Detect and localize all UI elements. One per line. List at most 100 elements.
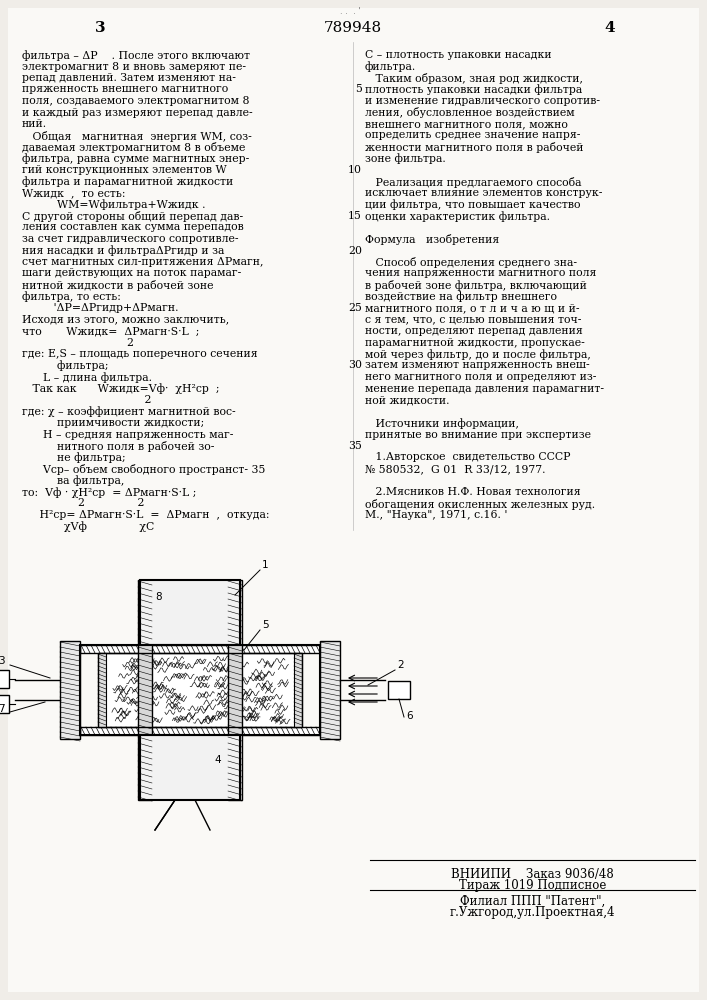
Bar	[228, 580, 242, 800]
Bar	[80, 727, 320, 735]
Bar	[80, 645, 320, 735]
Text: 20: 20	[348, 245, 362, 255]
Text: C – плотность упаковки насадки: C – плотность упаковки насадки	[365, 50, 551, 60]
Text: и изменение гидравлического сопротив-: и изменение гидравлического сопротив-	[365, 96, 600, 106]
Text: 2: 2	[397, 660, 404, 670]
Text: L – длина фильтра.: L – длина фильтра.	[22, 372, 152, 383]
Text: 789948: 789948	[324, 21, 382, 35]
Text: магнитного поля, о т л и ч а ю щ и й-: магнитного поля, о т л и ч а ю щ и й-	[365, 303, 580, 313]
Bar	[294, 653, 302, 727]
Text: гий конструкционных элементов W: гий конструкционных элементов W	[22, 165, 227, 175]
Text: Источники информации,: Источники информации,	[365, 418, 519, 429]
Text: в рабочей зоне фильтра, включающий: в рабочей зоне фильтра, включающий	[365, 280, 587, 291]
Text: фильтра, равна сумме магнитных энер-: фильтра, равна сумме магнитных энер-	[22, 153, 250, 164]
Text: фильтра и парамагнитной жидкости: фильтра и парамагнитной жидкости	[22, 176, 233, 187]
Text: поля, создаваемого электромагнитом 8: поля, создаваемого электромагнитом 8	[22, 96, 250, 106]
Text: менение перепада давления парамагнит-: менение перепада давления парамагнит-	[365, 383, 604, 393]
Text: приимчивости жидкости;: приимчивости жидкости;	[22, 418, 204, 428]
Text: за счет гидравлического сопротивле-: за счет гидравлического сопротивле-	[22, 234, 238, 244]
Text: 3: 3	[0, 656, 5, 666]
Text: не фильтра;: не фильтра;	[22, 452, 126, 463]
Text: и каждый раз измеряют перепад давле-: и каждый раз измеряют перепад давле-	[22, 107, 252, 117]
Text: Vср– объем свободного пространст- 35: Vср– объем свободного пространст- 35	[22, 464, 265, 475]
Text: 3: 3	[95, 21, 105, 35]
Bar	[140, 580, 240, 645]
Text: ВНИИПИ    Заказ 9036/48: ВНИИПИ Заказ 9036/48	[451, 868, 614, 881]
Text: 6: 6	[406, 711, 413, 721]
Text: 15: 15	[348, 211, 362, 221]
Text: Филиал ППП "Патент",: Филиал ППП "Патент",	[460, 895, 605, 908]
Text: него магнитного поля и определяют из-: него магнитного поля и определяют из-	[365, 372, 597, 382]
Text: 30: 30	[348, 360, 362, 370]
Text: электромагнит 8 и вновь замеряют пе-: электромагнит 8 и вновь замеряют пе-	[22, 62, 246, 72]
Text: счет магнитных сил-притяжения ΔPмагн,: счет магнитных сил-притяжения ΔPмагн,	[22, 257, 264, 267]
Text: Способ определения среднего зна-: Способ определения среднего зна-	[365, 257, 577, 268]
Text: ва фильтра,: ва фильтра,	[22, 476, 124, 486]
Text: H²ср= ΔPмагн·S·L  =  ΔPмагн  ,  откуда:: H²ср= ΔPмагн·S·L = ΔPмагн , откуда:	[22, 510, 269, 520]
Text: фильтра – ΔP    . После этого включают: фильтра – ΔP . После этого включают	[22, 50, 250, 61]
Text: мой через фильтр, до и после фильтра,: мой через фильтр, до и после фильтра,	[365, 349, 591, 360]
Text: пряженность внешнего магнитного: пряженность внешнего магнитного	[22, 85, 228, 95]
Text: 5: 5	[355, 85, 362, 95]
Bar	[60, 641, 80, 739]
Text: то:  Vф · χH²ср  = ΔPмагн·S·L ;: то: Vф · χH²ср = ΔPмагн·S·L ;	[22, 487, 197, 498]
Text: χVф               χC: χVф χC	[22, 522, 154, 532]
Text: оценки характеристик фильтра.: оценки характеристик фильтра.	[365, 211, 550, 222]
Text: ной жидкости.: ной жидкости.	[365, 395, 450, 405]
Text: ний.: ний.	[22, 119, 47, 129]
Text: 5: 5	[262, 620, 269, 630]
Text: репад давлений. Затем изменяют на-: репад давлений. Затем изменяют на-	[22, 73, 236, 83]
Bar	[388, 681, 410, 699]
Text: где: E,S – площадь поперечного сечения: где: E,S – площадь поперечного сечения	[22, 349, 257, 359]
Text: 2: 2	[22, 395, 151, 405]
Text: зоне фильтра.: зоне фильтра.	[365, 153, 445, 164]
Text: 8: 8	[155, 592, 162, 602]
Text: 2: 2	[22, 338, 134, 348]
Text: обогащения окисленных железных руд.: обогащения окисленных железных руд.	[365, 498, 595, 510]
Bar	[140, 735, 240, 800]
Text: даваемая электромагнитом 8 в объеме: даваемая электромагнитом 8 в объеме	[22, 142, 245, 153]
Text: чения напряженности магнитного поля: чения напряженности магнитного поля	[365, 268, 597, 278]
Text: исключает влияние элементов конструк-: исключает влияние элементов конструк-	[365, 188, 602, 198]
Text: 7: 7	[0, 704, 5, 714]
Text: H – средняя напряженность маг-: H – средняя напряженность маг-	[22, 430, 233, 440]
Bar	[98, 653, 106, 727]
Text: 1: 1	[262, 560, 269, 570]
Text: 25: 25	[348, 303, 362, 313]
Bar	[80, 645, 320, 653]
Text: что       Wжидк=  ΔPмагн·S·L  ;: что Wжидк= ΔPмагн·S·L ;	[22, 326, 199, 336]
Bar	[98, 653, 302, 727]
Text: 1.Авторское  свидетельство СССР: 1.Авторское свидетельство СССР	[365, 452, 571, 462]
Text: шаги действующих на поток парамаг-: шаги действующих на поток парамаг-	[22, 268, 241, 278]
Bar	[98, 653, 302, 727]
Text: Исходя из этого, можно заключить,: Исходя из этого, можно заключить,	[22, 314, 229, 324]
Text: С другой стороны общий перепад дав-: С другой стороны общий перепад дав-	[22, 211, 243, 222]
Text: Тираж 1019 Подписное: Тираж 1019 Подписное	[459, 879, 606, 892]
Text: Так как      Wжидк=Vф·  χH²ср  ;: Так как Wжидк=Vф· χH²ср ;	[22, 383, 219, 394]
Text: плотность упаковки насадки фильтра: плотность упаковки насадки фильтра	[365, 85, 583, 95]
Bar	[0, 695, 9, 713]
Text: фильтра.: фильтра.	[365, 62, 416, 72]
Text: внешнего магнитного поля, можно: внешнего магнитного поля, можно	[365, 119, 568, 129]
Text: ления составлен как сумма перепадов: ления составлен как сумма перепадов	[22, 223, 244, 232]
Text: с я тем, что, с целью повышения точ-: с я тем, что, с целью повышения точ-	[365, 314, 581, 324]
Text: 2.Мясников Н.Ф. Новая технология: 2.Мясников Н.Ф. Новая технология	[365, 487, 580, 497]
Text: 'ΔP=ΔPгидр+ΔPмагн.: 'ΔP=ΔPгидр+ΔPмагн.	[22, 303, 178, 313]
Bar	[0, 670, 9, 688]
Text: Таким образом, зная род жидкости,: Таким образом, зная род жидкости,	[365, 73, 583, 84]
Text: затем изменяют напряженность внеш-: затем изменяют напряженность внеш-	[365, 360, 590, 370]
Bar	[138, 580, 152, 800]
Text: 4: 4	[604, 21, 615, 35]
Text: 35: 35	[348, 441, 362, 451]
Text: 4: 4	[214, 755, 221, 765]
Text: М., "Наука", 1971, с.16. ': М., "Наука", 1971, с.16. '	[365, 510, 508, 520]
Text: г.Ужгород,ул.Проектная,4: г.Ужгород,ул.Проектная,4	[450, 906, 615, 919]
Text: определить среднее значение напря-: определить среднее значение напря-	[365, 130, 580, 140]
Bar	[320, 641, 340, 739]
Text: ления, обусловленное воздействием: ления, обусловленное воздействием	[365, 107, 575, 118]
Text: женности магнитного поля в рабочей: женности магнитного поля в рабочей	[365, 142, 583, 153]
Text: где: χ – коэффициент магнитной вос-: где: χ – коэффициент магнитной вос-	[22, 406, 235, 417]
Text: Wжидк  ,  то есть:: Wжидк , то есть:	[22, 188, 126, 198]
Text: фильтра;: фильтра;	[22, 360, 108, 371]
Text: WМ=Wфильтра+Wжидк .: WМ=Wфильтра+Wжидк .	[22, 200, 206, 210]
